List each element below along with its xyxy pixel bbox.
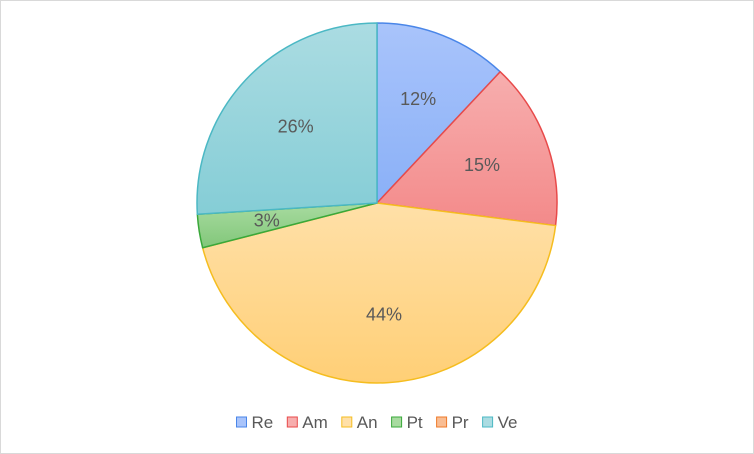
pie-slices xyxy=(196,22,558,384)
data-label-pt: 3% xyxy=(254,211,280,231)
pie-slice-ve[interactable] xyxy=(196,22,378,216)
legend-label-pr: Pr xyxy=(452,413,469,432)
legend-label-an: An xyxy=(357,413,378,432)
legend-item-am[interactable]: Am xyxy=(286,413,328,432)
legend-item-re[interactable]: Re xyxy=(236,413,274,432)
data-label-am: 15% xyxy=(464,155,500,175)
data-labels: 12% 15% 44% 3% 26% xyxy=(254,89,500,324)
legend: Re Am An Pt Pr Ve xyxy=(236,413,518,432)
legend-label-re: Re xyxy=(252,413,274,432)
data-label-re: 12% xyxy=(400,89,436,109)
legend-item-pr[interactable]: Pr xyxy=(436,413,469,432)
legend-swatch-am xyxy=(286,416,298,428)
legend-item-an[interactable]: An xyxy=(341,413,378,432)
legend-swatch-an xyxy=(341,416,353,428)
legend-label-pt: Pt xyxy=(407,413,423,432)
pie-slice-re[interactable] xyxy=(376,22,501,204)
legend-label-ve: Ve xyxy=(498,413,518,432)
pie-slice-am[interactable] xyxy=(376,71,558,227)
legend-label-am: Am xyxy=(302,413,328,432)
data-label-ve: 26% xyxy=(278,117,314,137)
legend-swatch-pr xyxy=(436,416,448,428)
legend-swatch-pt xyxy=(391,416,403,428)
legend-swatch-ve xyxy=(482,416,494,428)
legend-item-pt[interactable]: Pt xyxy=(391,413,423,432)
data-label-an: 44% xyxy=(366,304,402,324)
legend-swatch-re xyxy=(236,416,247,428)
pie-slice-an[interactable] xyxy=(201,202,557,384)
legend-item-ve[interactable]: Ve xyxy=(482,413,518,432)
